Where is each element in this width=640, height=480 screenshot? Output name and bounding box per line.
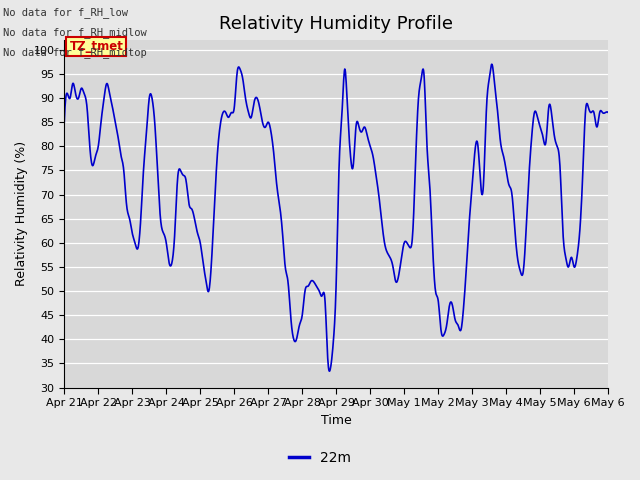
Text: TZ_tmet: TZ_tmet	[69, 40, 124, 53]
X-axis label: Time: Time	[321, 414, 351, 427]
Y-axis label: Relativity Humidity (%): Relativity Humidity (%)	[15, 141, 28, 287]
Text: No data for f_RH_low: No data for f_RH_low	[3, 7, 128, 18]
Text: No data for f_RH_midtop: No data for f_RH_midtop	[3, 48, 147, 59]
Text: No data for f_RH_midlow: No data for f_RH_midlow	[3, 27, 147, 38]
Title: Relativity Humidity Profile: Relativity Humidity Profile	[220, 15, 453, 33]
Legend: 22m: 22m	[283, 445, 357, 471]
